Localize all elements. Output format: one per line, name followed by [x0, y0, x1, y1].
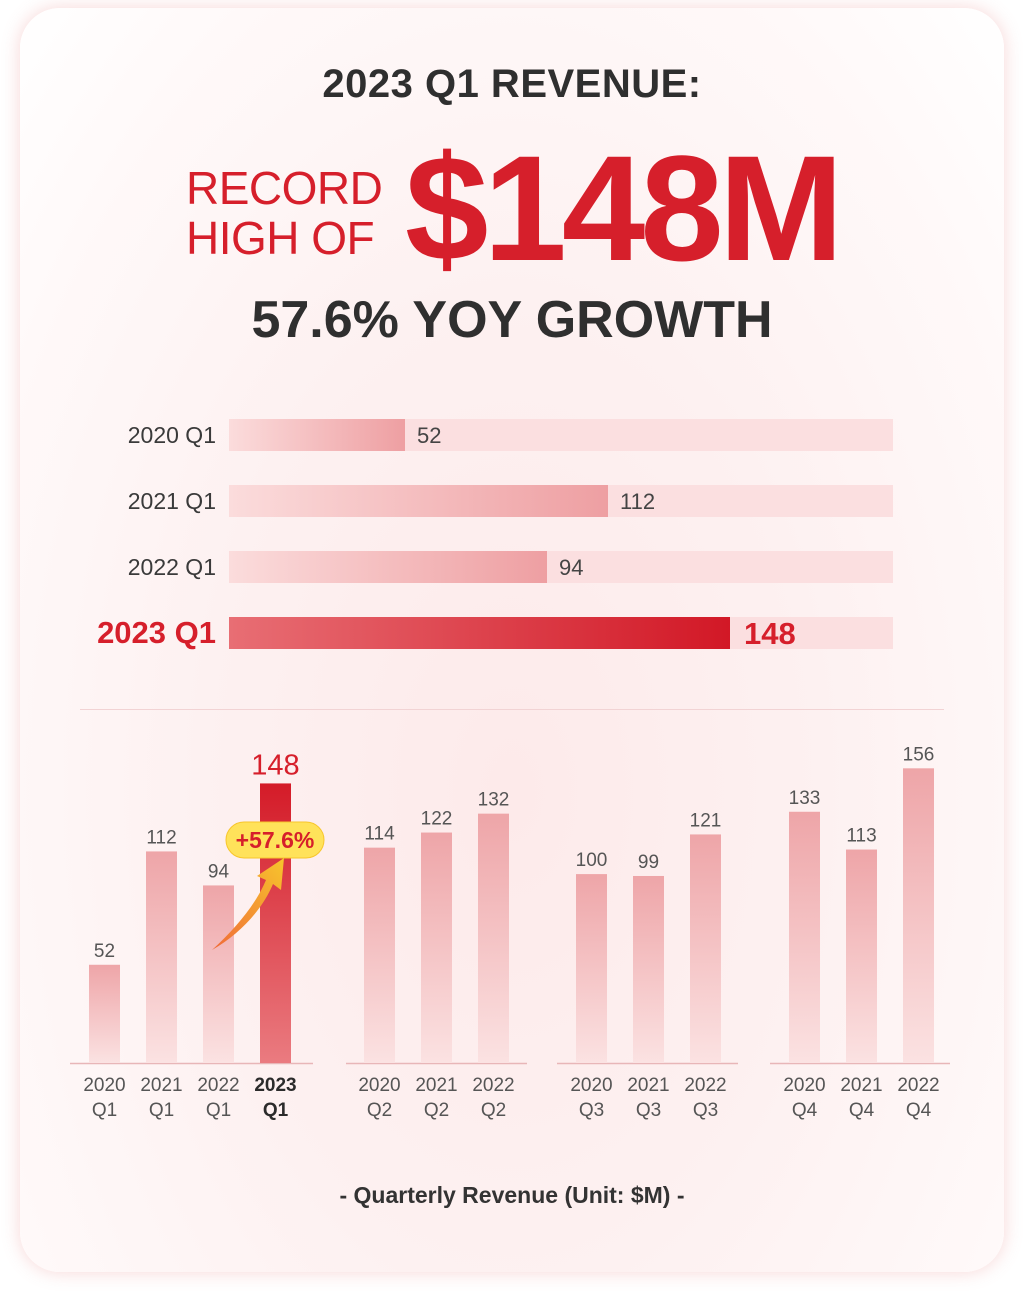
x-tick-label-year: 2020 [358, 1075, 400, 1096]
hbar-label: 2021 Q1 [127, 488, 216, 514]
growth-arrow-icon [212, 858, 284, 950]
x-tick-label-quarter: Q1 [206, 1100, 231, 1121]
bar [903, 768, 934, 1063]
bar-value-label: 94 [208, 861, 230, 882]
x-tick-label-year: 2022 [197, 1075, 239, 1096]
hbar-value-label: 52 [417, 423, 442, 448]
growth-badge [225, 821, 325, 859]
bar [203, 885, 234, 1063]
bar-value-label: 112 [146, 827, 176, 848]
bar [633, 875, 664, 1063]
record-line-2: HIGH OF [186, 212, 375, 264]
x-tick-label-quarter: Q2 [367, 1100, 392, 1121]
bar [421, 832, 452, 1063]
x-tick-label-year: 2021 [140, 1075, 182, 1096]
page-title: 2023 Q1 REVENUE: [322, 62, 702, 106]
bar [146, 851, 177, 1063]
bar-value-label: 52 [94, 941, 115, 962]
bar-value-label: 156 [903, 744, 935, 765]
x-tick-label-quarter: Q1 [263, 1100, 289, 1121]
x-tick-label-year: 2021 [627, 1075, 669, 1096]
bar [478, 813, 509, 1063]
record-value: $148M [405, 124, 844, 292]
x-tick-label-quarter: Q2 [424, 1100, 449, 1121]
x-tick-label-year: 2023 [254, 1075, 296, 1096]
x-tick-label-quarter: Q2 [481, 1100, 506, 1121]
bar [89, 964, 120, 1063]
hbar [229, 617, 730, 649]
x-tick-label-year: 2021 [415, 1075, 457, 1096]
record-high-label: RECORD HIGH OF [186, 163, 386, 263]
hbar [229, 551, 547, 583]
bar-value-label: 148 [251, 749, 299, 781]
hbar-value-label: 112 [620, 489, 656, 514]
bar [846, 849, 877, 1063]
x-tick-label-year: 2021 [840, 1075, 882, 1096]
x-tick-label-year: 2020 [570, 1075, 612, 1096]
x-tick-label-quarter: Q1 [92, 1100, 117, 1121]
bar-value-label: 99 [638, 852, 659, 873]
x-tick-label-year: 2022 [472, 1075, 514, 1096]
record-line-1: RECORD [186, 162, 383, 214]
x-tick-label-quarter: Q3 [579, 1100, 604, 1121]
x-tick-label-year: 2020 [783, 1075, 825, 1096]
hbar-label: 2022 Q1 [127, 554, 216, 580]
bar [690, 834, 721, 1063]
bar-value-label: 114 [364, 824, 395, 845]
x-tick-label-quarter: Q1 [149, 1100, 174, 1121]
bar-value-label: 132 [478, 790, 510, 811]
x-tick-label-year: 2020 [83, 1075, 125, 1096]
x-tick-label-quarter: Q3 [693, 1100, 718, 1121]
x-tick-label-year: 2022 [684, 1075, 726, 1096]
hbar [229, 419, 405, 451]
hbar-label: 2020 Q1 [127, 422, 216, 448]
hbar-value-label: 94 [559, 555, 584, 580]
bar-value-label: 100 [576, 850, 608, 871]
bar-value-label: 113 [846, 826, 876, 847]
hbar-track: 148 [229, 616, 893, 651]
x-tick-label-year: 2022 [897, 1075, 939, 1096]
bar [576, 874, 607, 1063]
hbar-label: 2023 Q1 [97, 615, 216, 650]
yoy-growth-headline: 57.6% YOY GROWTH [251, 291, 773, 349]
x-tick-label-quarter: Q4 [792, 1100, 818, 1121]
bar-value-label: 121 [690, 810, 722, 831]
hbar-track: 94 [229, 551, 893, 583]
bar [364, 847, 395, 1063]
hbar [229, 485, 608, 517]
growth-badge-label: +57.6% [236, 827, 315, 853]
hbar-value-label: 148 [744, 616, 796, 651]
x-tick-label-quarter: Q3 [636, 1100, 661, 1121]
chart-caption: - Quarterly Revenue (Unit: $M) - [339, 1182, 685, 1208]
bar [789, 811, 820, 1063]
bar-value-label: 122 [421, 809, 453, 830]
bar-value-label: 133 [789, 788, 821, 809]
section-divider [80, 709, 944, 710]
hbar-track: 52 [229, 419, 893, 451]
x-tick-label-quarter: Q4 [849, 1100, 875, 1121]
x-tick-label-quarter: Q4 [906, 1100, 932, 1121]
hbar-track: 112 [229, 485, 893, 517]
